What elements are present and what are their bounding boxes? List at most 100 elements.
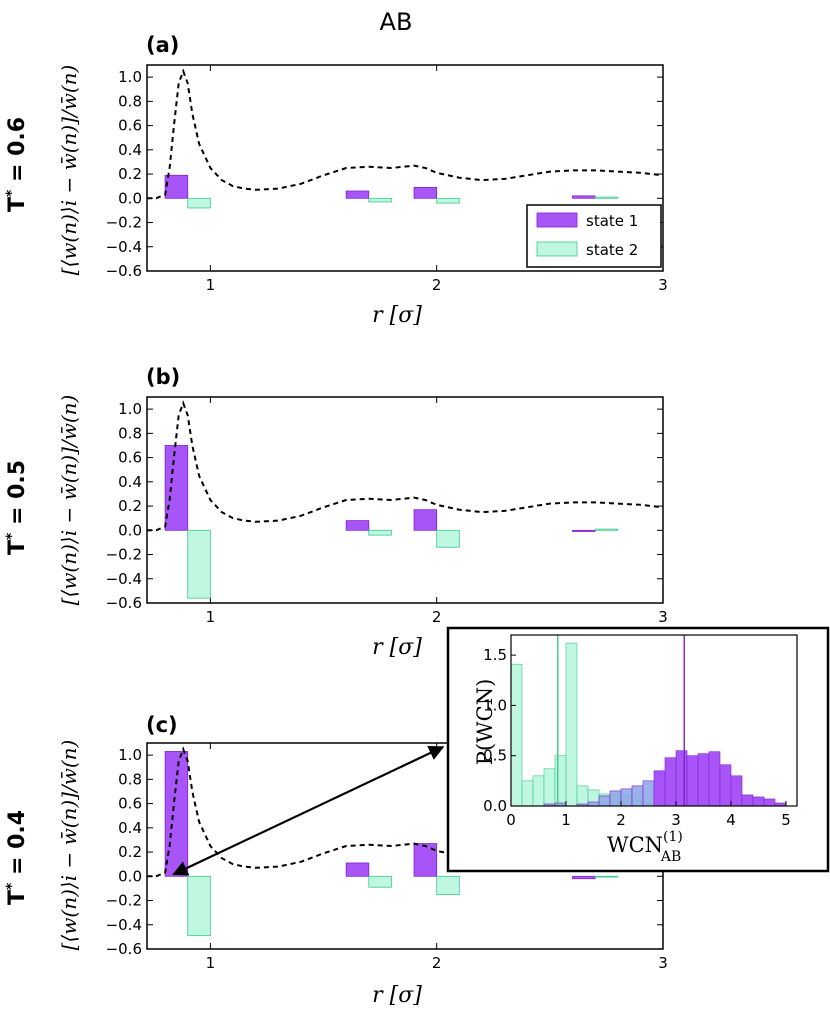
xlabel-a: r [σ] [372,303,422,328]
bar-state1 [164,445,189,531]
y-tick-label: 0.8 [118,424,142,442]
xlabel-c: r [σ] [372,983,422,1008]
bar-state1 [164,751,189,877]
temp-label-a: T* = 0.6 [4,117,30,212]
reference-curve [147,68,664,200]
xlabel-b: r [σ] [372,635,422,660]
hist-bar-state1 [664,757,677,807]
legend-swatch-state1 [536,212,578,228]
hist-bar-state2 [565,642,578,807]
bar-state2 [594,528,619,531]
hist-bar-state1 [642,780,655,807]
x-tick-label: 1 [206,608,216,626]
x-tick-label: 1 [206,954,216,972]
bar-state1 [413,509,438,531]
ylabel-c: [⟨w(n)⟩i − w̄(n)]/w̄(n) [57,740,81,951]
legend-label-state2: state 2 [586,241,638,259]
ylabel-a: [⟨w(n)⟩i − w̄(n)]/w̄(n) [57,65,81,276]
bar-state2 [436,529,460,548]
hist-bar-state1 [719,764,732,807]
y-tick-label: 0.0 [118,521,142,539]
y-tick-label: 1.0 [118,746,142,764]
y-tick-label: −0.4 [106,916,142,934]
y-tick-label: 0.8 [118,770,142,788]
y-tick-label: 0.4 [118,819,142,837]
temp-label-b: T* = 0.5 [4,460,30,555]
ylabel-b: [⟨w(n)⟩i − w̄(n)]/w̄(n) [57,395,81,606]
y-tick-label: 0.8 [118,92,142,110]
y-tick-label: 0.4 [118,473,142,491]
inset-y-tick-label: 1.0 [483,696,507,714]
y-tick-label: −0.2 [106,892,142,910]
hist-bar-state2 [521,780,534,807]
inset-xlabel-sup: (1) [663,829,683,845]
annotation-arrow [172,745,445,876]
panel-b: −0.6 −0.4 −0.2 0.0 0.2 0.4 0.6 0.8 1.0 1 2 3 [106,396,668,626]
y-tick-label: 0.0 [118,867,142,885]
legend: state 1 state 2 [526,204,662,268]
hist-bar-state2 [554,755,567,807]
y-tick-label: 0.2 [118,497,142,515]
bar-state2 [594,196,619,199]
hist-bar-state1 [631,785,644,807]
bar-state2 [436,197,460,204]
legend-label-state1: state 1 [586,212,638,230]
inset-axes-frame [510,634,798,807]
figure-title: AB [380,8,413,36]
hist-bar-state2 [510,663,523,807]
inset-xlabel-sub: AB [660,849,681,865]
hist-bar-state1 [741,794,754,807]
bar-state2 [368,529,392,536]
hist-bar-state1 [752,796,765,807]
temp-label-c-value: = 0.4 [5,810,30,883]
hist-bar-state2 [576,785,589,807]
y-tick-label: 0.6 [118,795,142,813]
temp-label-a-T: T [5,197,30,212]
inset-x-tick-label: 0 [506,811,516,829]
temp-label-c-T: T [5,890,30,905]
inset-y-tick-label: 0.5 [483,747,507,765]
inset-ylabel: P(WCN) [473,679,497,766]
temp-label-b-star: * [4,532,20,540]
y-tick-label: −0.6 [106,262,142,280]
y-tick-label: −0.4 [106,570,142,588]
y-tick-label: −0.6 [106,940,142,958]
temp-label-b-T: T [5,540,30,555]
legend-swatch-state2 [536,241,578,257]
x-tick-label: 3 [658,608,668,626]
axes-frame [146,64,664,272]
inset-xlabel: WCN(1) AB [607,829,683,865]
reference-curve [147,400,664,532]
hist-bar-state1 [730,775,743,807]
panel-letter-c: (c) [146,713,178,737]
temp-label-a-star: * [4,189,20,197]
temp-label-c-star: * [4,882,20,890]
x-tick-label: 1 [206,276,216,294]
inset-y-tick-label: 0.0 [483,797,507,815]
bar-state2 [436,875,460,895]
temp-label-b-value: = 0.5 [5,460,30,533]
inset-xlabel-main: WCN [607,833,663,857]
y-tick-label: 1.0 [118,400,142,418]
x-tick-label: 3 [658,954,668,972]
hist-bar-state1 [587,801,600,807]
bar-state1 [572,195,596,199]
y-tick-label: −0.2 [106,546,142,564]
bar-state2 [594,875,619,878]
bar-state2 [368,875,392,888]
hist-bar-state1 [708,751,721,807]
inset-x-tick-label: 4 [726,811,736,829]
hist-bar-state1 [620,788,633,807]
x-tick-label: 2 [432,954,442,972]
hist-bar-state1 [598,795,611,807]
inset-x-tick-label: 2 [616,811,626,829]
inset-x-tick-label: 3 [671,811,681,829]
bar-state2 [187,875,211,937]
y-tick-label: 0.2 [118,843,142,861]
hist-bar-state1 [675,750,688,807]
hist-bar-state2 [543,768,556,807]
temp-label-c: T* = 0.4 [4,810,30,905]
hist-bar-state1 [697,753,710,807]
panel-letter-b: (b) [146,365,180,389]
